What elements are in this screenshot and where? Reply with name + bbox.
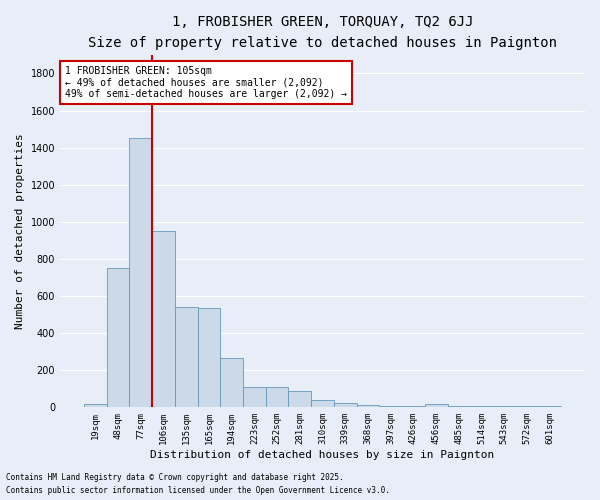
Bar <box>356 406 379 407</box>
Bar <box>379 406 402 407</box>
Title: 1, FROBISHER GREEN, TORQUAY, TQ2 6JJ
Size of property relative to detached house: 1, FROBISHER GREEN, TORQUAY, TQ2 6JJ Siz… <box>88 15 557 50</box>
Bar <box>266 386 289 407</box>
Bar <box>448 406 470 407</box>
Bar <box>538 406 561 407</box>
Bar <box>197 308 220 408</box>
Bar <box>515 406 538 407</box>
Y-axis label: Number of detached properties: Number of detached properties <box>15 134 25 329</box>
Bar <box>334 404 356 407</box>
Bar <box>175 307 197 408</box>
X-axis label: Distribution of detached houses by size in Paignton: Distribution of detached houses by size … <box>151 450 494 460</box>
Bar <box>243 386 266 407</box>
Bar <box>311 400 334 407</box>
Bar <box>107 268 130 407</box>
Text: Contains HM Land Registry data © Crown copyright and database right 2025.
Contai: Contains HM Land Registry data © Crown c… <box>6 474 390 495</box>
Bar <box>493 406 515 407</box>
Bar <box>152 231 175 408</box>
Bar <box>220 358 243 408</box>
Text: 1 FROBISHER GREEN: 105sqm
← 49% of detached houses are smaller (2,092)
49% of se: 1 FROBISHER GREEN: 105sqm ← 49% of detac… <box>65 66 347 98</box>
Bar <box>289 390 311 407</box>
Bar <box>470 406 493 407</box>
Bar <box>84 404 107 407</box>
Bar <box>402 406 425 407</box>
Bar <box>130 138 152 407</box>
Bar <box>425 404 448 407</box>
